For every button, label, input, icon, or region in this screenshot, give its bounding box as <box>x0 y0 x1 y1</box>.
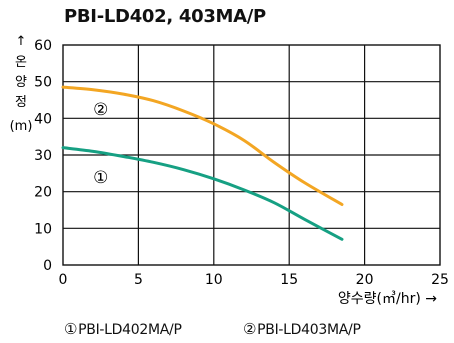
x-tick-labels: 0 5 10 15 20 25 <box>59 272 449 288</box>
y-tick-label: 0 <box>43 258 52 274</box>
y-axis-label-char: 온 <box>15 55 27 70</box>
curve-marker-2: ② <box>93 100 108 120</box>
x-axis-label: 양수량(㎥/hr) → <box>338 291 437 307</box>
legend-item-2: ②PBI-LD403MA/P <box>243 320 361 338</box>
legend-label-2: PBI-LD403MA/P <box>257 322 361 338</box>
x-tick-label: 5 <box>134 272 143 288</box>
series-markers: ①② <box>93 100 108 188</box>
y-tick-label: 40 <box>34 111 52 127</box>
chart-title: PBI-LD402, 403MA/P <box>64 6 266 27</box>
y-axis-unit: (m) <box>10 119 33 134</box>
y-tick-label: 30 <box>34 148 52 164</box>
y-tick-label: 50 <box>34 75 52 91</box>
legend-label-1: PBI-LD402MA/P <box>78 322 182 338</box>
legend-item-1: ①PBI-LD402MA/P <box>64 320 182 338</box>
y-tick-label: 10 <box>34 221 52 237</box>
series-line-2 <box>61 85 344 206</box>
y-tick-labels: 0 10 20 30 40 50 60 <box>34 38 52 274</box>
y-tick-label: 60 <box>34 38 52 54</box>
x-tick-label: 25 <box>431 272 449 288</box>
y-axis-arrow: ↑ <box>16 34 27 49</box>
series-line-1 <box>61 146 344 241</box>
legend-marker-1: ① <box>64 320 78 338</box>
plot-frame <box>62 44 441 266</box>
x-tick-label: 0 <box>59 272 68 288</box>
x-tick-label: 15 <box>280 272 298 288</box>
x-tick-label: 20 <box>356 272 374 288</box>
y-tick-label: 20 <box>34 185 52 201</box>
legend-marker-2: ② <box>243 320 257 338</box>
series-lines <box>61 85 344 241</box>
y-axis-label: ↑ 온양정 (m) <box>10 34 33 134</box>
curve-marker-1: ① <box>93 168 108 188</box>
y-axis-label-char: 정 <box>15 95 27 110</box>
x-tick-label: 10 <box>205 272 223 288</box>
y-axis-label-char: 양 <box>15 75 27 90</box>
